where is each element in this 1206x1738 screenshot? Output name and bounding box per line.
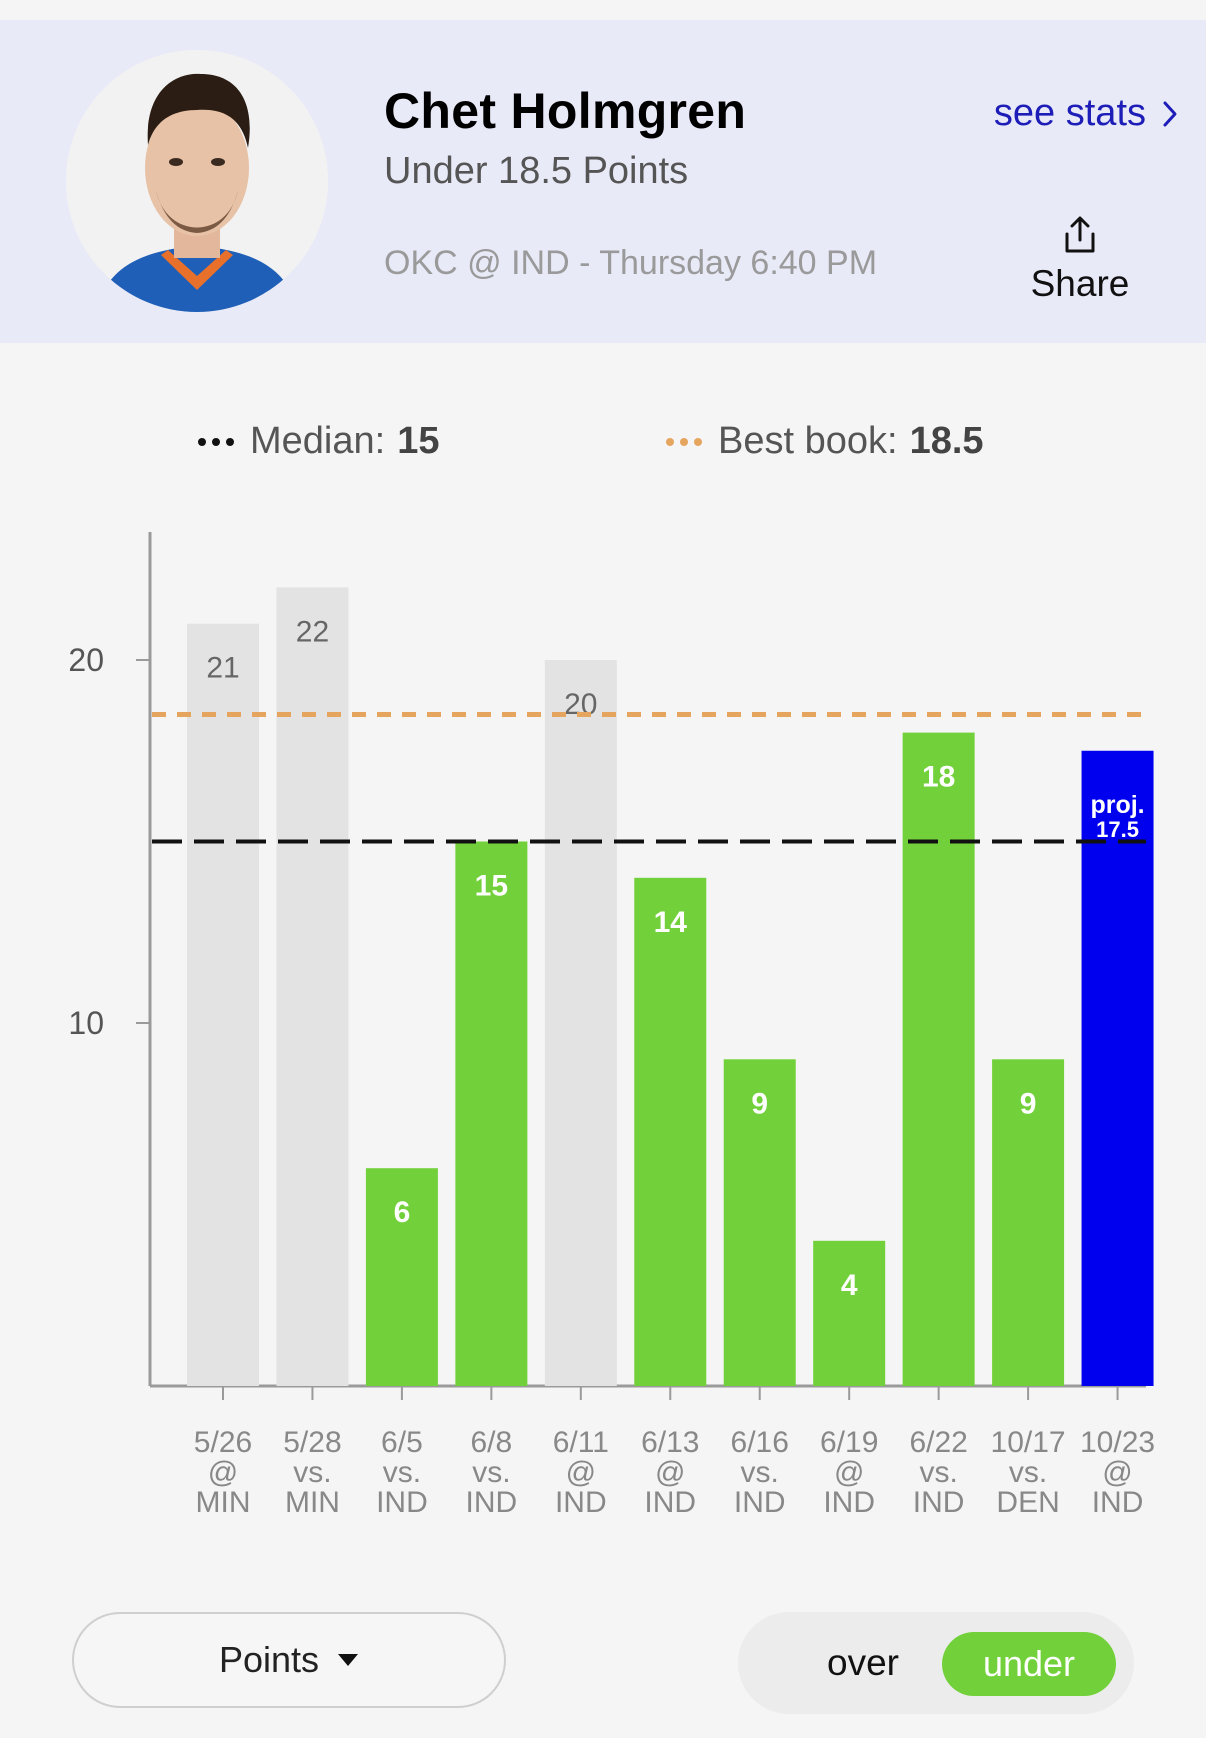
bar <box>992 1059 1065 1386</box>
best-book-value: 18.5 <box>909 420 984 462</box>
median-value: 15 <box>397 420 440 462</box>
median-legend: Median: 15 <box>198 420 439 463</box>
metric-select-value: Points <box>218 1639 320 1680</box>
bar <box>1081 750 1154 1386</box>
prop-line: Under 18.5 Points <box>384 150 689 192</box>
bar-label: 9 <box>1020 1087 1037 1120</box>
see-stats-link[interactable]: see stats <box>994 92 1178 135</box>
bar-label: 9 <box>751 1087 768 1120</box>
bar-label: 21 <box>206 652 239 685</box>
x-tick-opponent: IND <box>555 1486 607 1519</box>
x-tick-opponent: IND <box>1092 1486 1144 1519</box>
x-tick-date: 6/5 <box>381 1426 423 1459</box>
x-tick-venue: vs. <box>741 1456 779 1489</box>
x-tick-venue: vs. <box>919 1456 957 1489</box>
bar <box>634 877 707 1386</box>
bar <box>187 623 259 1386</box>
x-tick-date: 5/28 <box>283 1426 341 1459</box>
y-tick-label: 20 <box>68 642 104 678</box>
best-book-label: Best book: <box>718 420 898 462</box>
x-tick-date: 6/22 <box>909 1426 967 1459</box>
x-tick-venue: @ <box>566 1456 596 1489</box>
x-tick-opponent: MIN <box>285 1486 340 1519</box>
projection-prefix: proj. <box>1090 791 1144 819</box>
x-tick-date: 10/17 <box>991 1426 1066 1459</box>
share-icon <box>1065 216 1095 253</box>
x-tick-date: 6/16 <box>731 1426 789 1459</box>
bar <box>813 1240 886 1386</box>
share-label: Share <box>1030 263 1130 304</box>
x-tick-opponent: DEN <box>996 1486 1059 1519</box>
x-tick-date: 10/23 <box>1080 1426 1155 1459</box>
x-tick-opponent: IND <box>466 1486 518 1519</box>
x-tick-opponent: MIN <box>196 1486 251 1519</box>
bar-label: 15 <box>475 870 508 903</box>
caret-down-icon <box>338 1654 359 1666</box>
player-header: Chet Holmgren Under 18.5 Points OKC @ IN… <box>0 20 1206 343</box>
x-tick-venue: @ <box>1102 1456 1132 1489</box>
bar <box>276 587 349 1386</box>
x-tick-venue: vs. <box>472 1456 510 1489</box>
bar-label: 17.5 <box>1096 817 1139 842</box>
bar-label: 4 <box>841 1269 858 1302</box>
median-label: Median: <box>250 420 386 462</box>
x-tick-opponent: IND <box>823 1486 875 1519</box>
x-tick-opponent: IND <box>376 1486 428 1519</box>
best-book-legend: Best book: 18.5 <box>666 420 984 463</box>
x-tick-date: 5/26 <box>194 1426 252 1459</box>
x-tick-date: 6/8 <box>471 1426 513 1459</box>
see-stats-label: see stats <box>993 92 1146 134</box>
player-avatar <box>66 50 328 312</box>
toggle-under[interactable]: under <box>942 1632 1116 1696</box>
share-button[interactable]: Share <box>1000 216 1160 305</box>
median-dots-icon <box>198 437 234 446</box>
game-info: OKC @ IND - Thursday 6:40 PM <box>384 244 878 282</box>
x-tick-opponent: IND <box>734 1486 786 1519</box>
x-tick-opponent: IND <box>913 1486 965 1519</box>
x-tick-date: 6/11 <box>553 1426 609 1459</box>
x-tick-venue: vs. <box>293 1456 331 1489</box>
x-tick-opponent: IND <box>644 1486 696 1519</box>
bar <box>902 732 975 1386</box>
bar <box>365 1168 438 1386</box>
best-book-dots-icon <box>666 437 702 446</box>
x-tick-date: 6/13 <box>641 1426 699 1459</box>
x-tick-venue: vs. <box>383 1456 421 1489</box>
x-tick-venue: @ <box>834 1456 864 1489</box>
chevron-right-icon <box>1163 101 1177 126</box>
x-tick-venue: vs. <box>1009 1456 1047 1489</box>
bar <box>723 1059 796 1386</box>
x-tick-venue: @ <box>655 1456 685 1489</box>
toggle-over[interactable]: over <box>827 1642 899 1683</box>
bar-label: 18 <box>922 761 955 794</box>
metric-select[interactable]: Points <box>72 1612 506 1708</box>
bar-label: 14 <box>654 906 688 939</box>
y-tick-label: 10 <box>68 1005 104 1041</box>
over-under-toggle: over under <box>738 1612 1134 1714</box>
bar <box>544 660 617 1386</box>
x-tick-date: 6/19 <box>820 1426 878 1459</box>
x-tick-venue: @ <box>208 1456 238 1489</box>
bar <box>455 841 528 1386</box>
bar-label: 22 <box>296 615 329 648</box>
player-name: Chet Holmgren <box>384 83 747 139</box>
bar-label: 6 <box>394 1196 411 1229</box>
player-photo <box>66 50 328 312</box>
